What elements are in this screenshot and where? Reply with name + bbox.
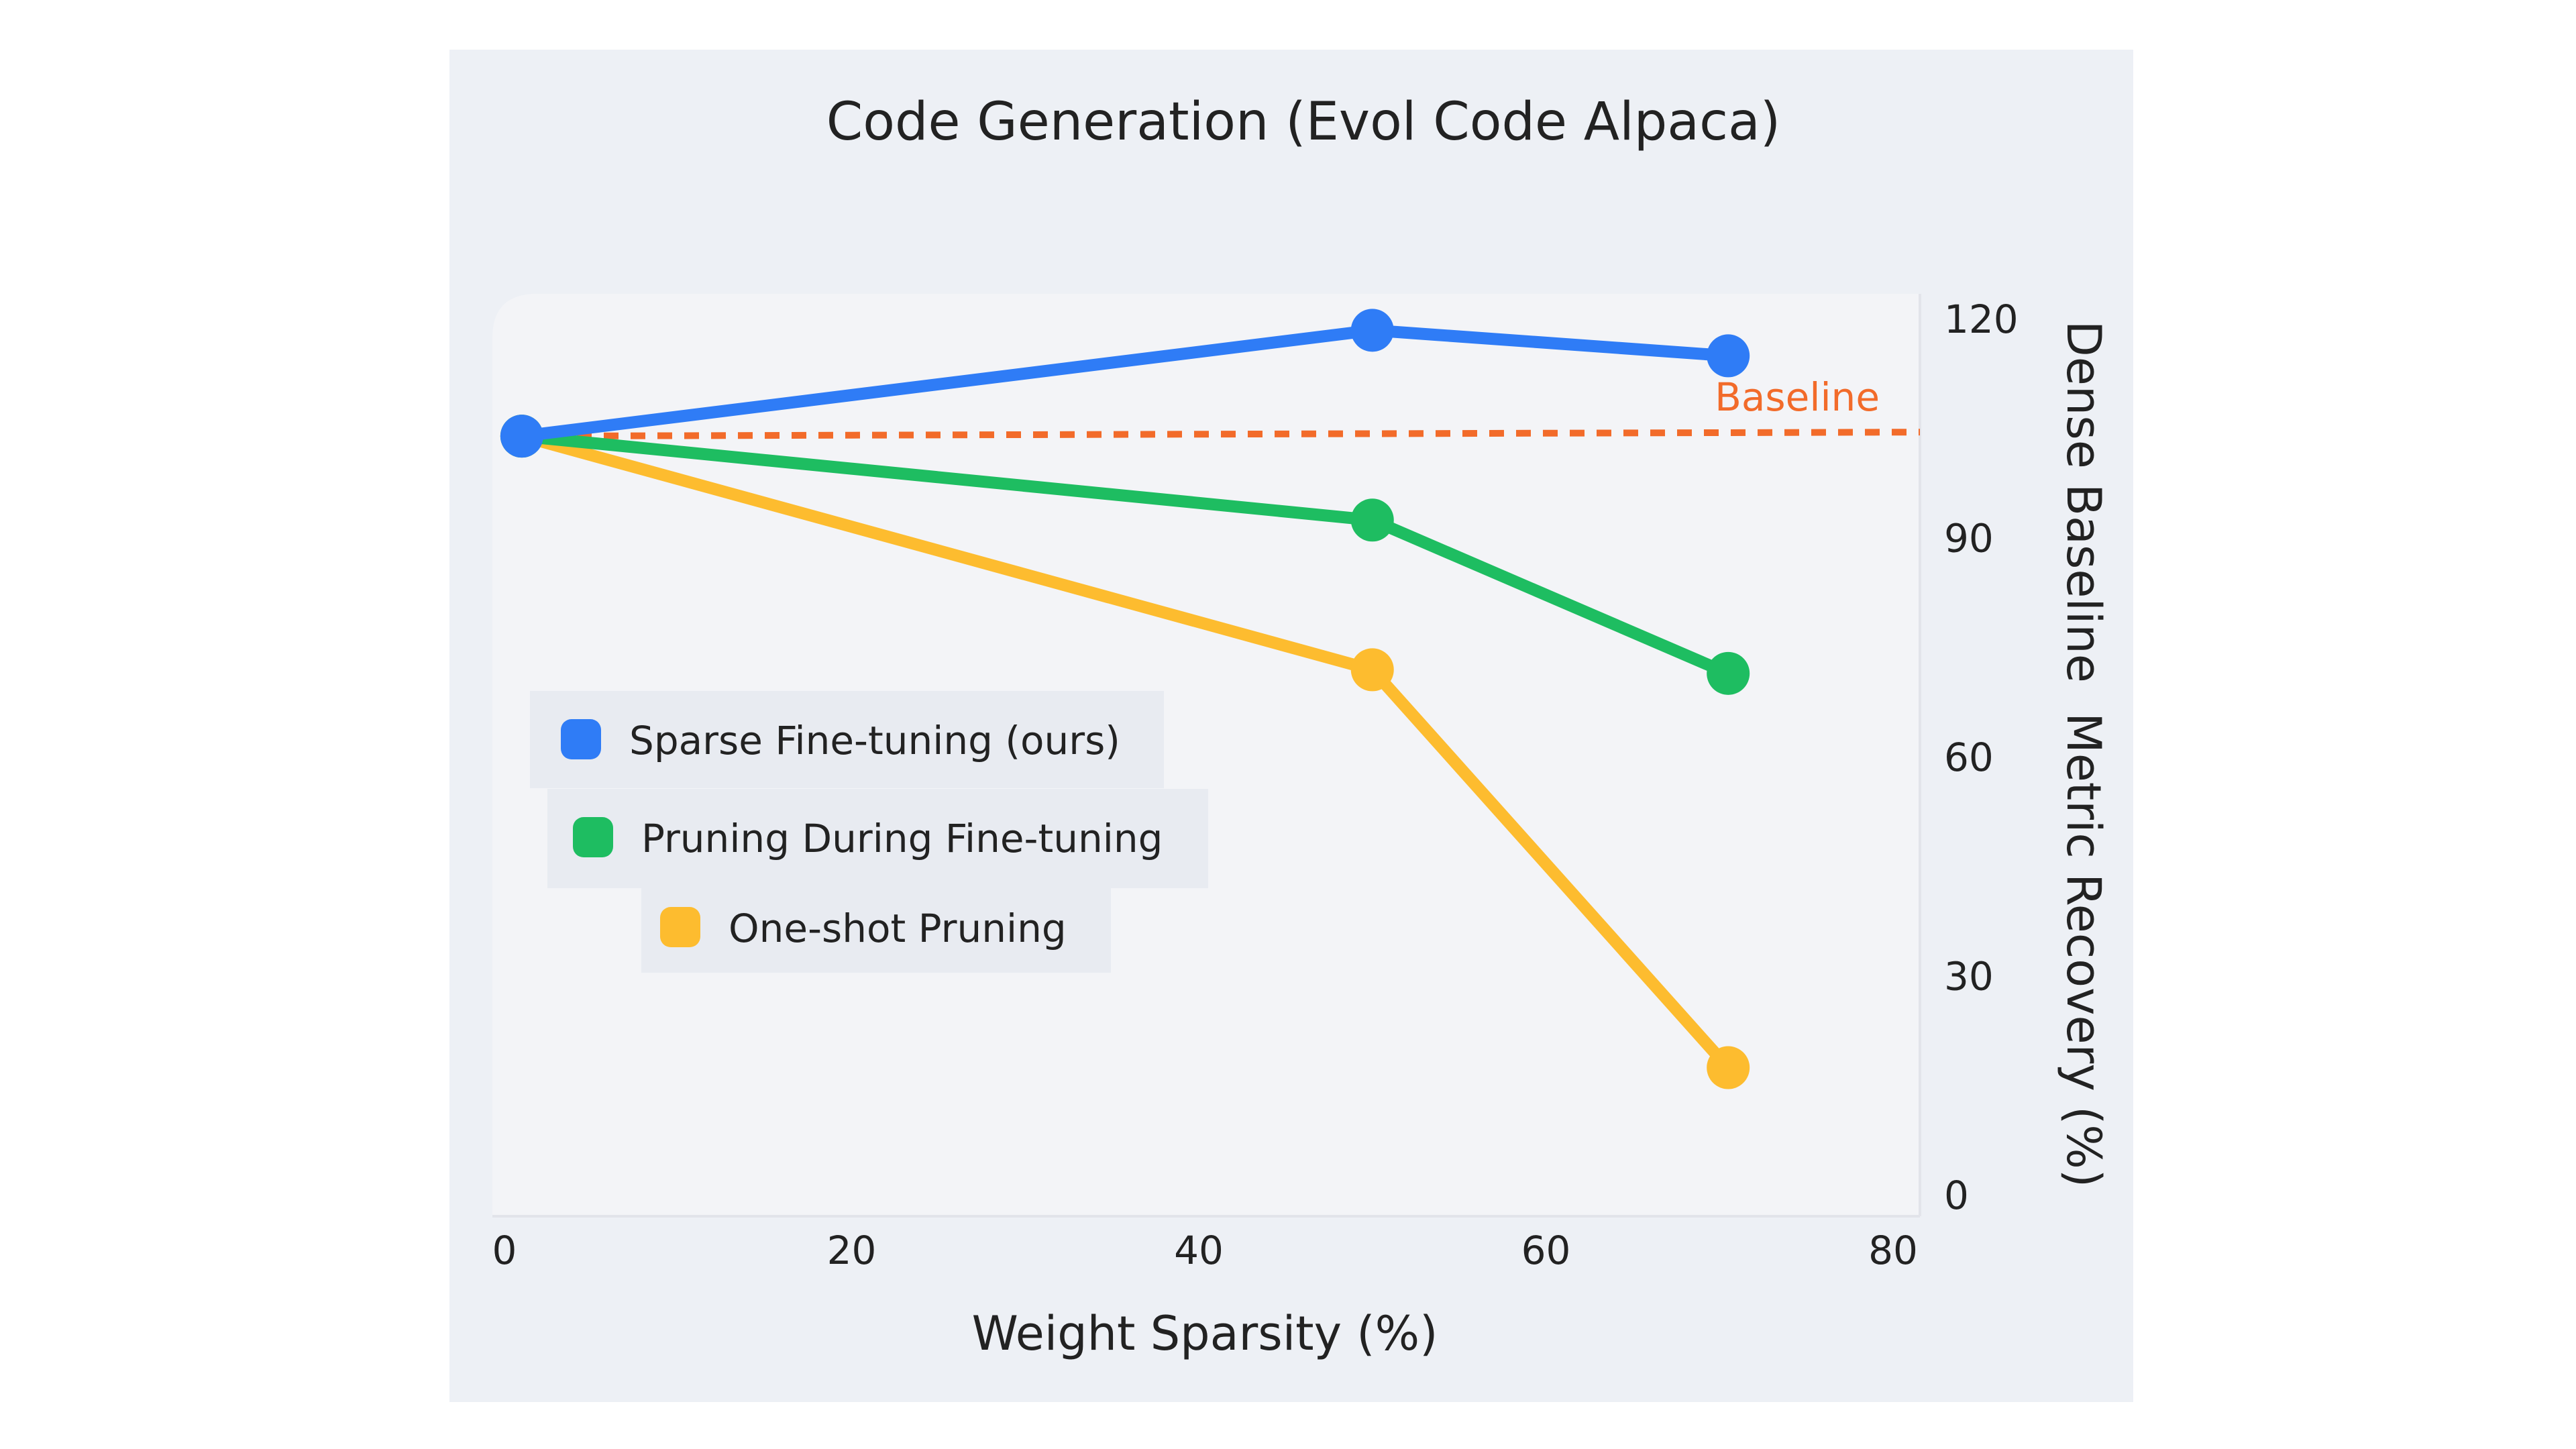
x-tick-label: 40: [1174, 1228, 1224, 1273]
legend-label: Sparse Fine-tuning (ours): [629, 718, 1120, 763]
legend-label: Pruning During Fine-tuning: [641, 816, 1163, 861]
legend-swatch: [660, 907, 700, 947]
data-point: [1707, 651, 1750, 695]
y-tick-label: 0: [1944, 1173, 1969, 1218]
data-point: [500, 415, 543, 458]
legend-item-bg: [530, 691, 1164, 788]
y-axis-title: Dense Baseline Metric Recovery (%): [2056, 321, 2111, 1187]
x-tick-label: 20: [827, 1228, 877, 1273]
baseline: Baseline: [523, 374, 1921, 440]
y-tick-label: 90: [1944, 516, 1994, 561]
y-tick-label: 30: [1944, 954, 1994, 1000]
baseline-label: Baseline: [1715, 374, 1880, 420]
x-tick-label: 60: [1521, 1228, 1571, 1273]
data-point: [1350, 648, 1394, 692]
x-axis-title: Weight Sparsity (%): [972, 1306, 1438, 1361]
x-tick-label: 0: [492, 1228, 517, 1273]
data-point: [1707, 1046, 1750, 1089]
data-point: [1350, 498, 1394, 542]
legend-swatch: [561, 719, 601, 759]
data-point: [1707, 334, 1750, 378]
x-tick-label: 80: [1868, 1228, 1918, 1273]
legend-label: One-shot Pruning: [729, 906, 1067, 951]
legend-item-bg: [547, 789, 1208, 888]
legend: Sparse Fine-tuning (ours) Pruning During …: [530, 691, 1208, 973]
y-tick-label: 120: [1944, 297, 2019, 342]
y-tick-labels: 0 30 60 90 120: [1944, 297, 2019, 1218]
chart-title: Code Generation (Evol Code Alpaca): [826, 92, 1780, 152]
y-tick-label: 60: [1944, 735, 1994, 780]
baseline-line: [523, 429, 1921, 440]
series-lines: [500, 309, 1750, 1089]
legend-swatch: [573, 817, 613, 857]
x-tick-labels: 0 20 40 60 80: [492, 1228, 1918, 1273]
data-point: [1350, 309, 1394, 352]
legend-item-bg: [641, 888, 1111, 973]
